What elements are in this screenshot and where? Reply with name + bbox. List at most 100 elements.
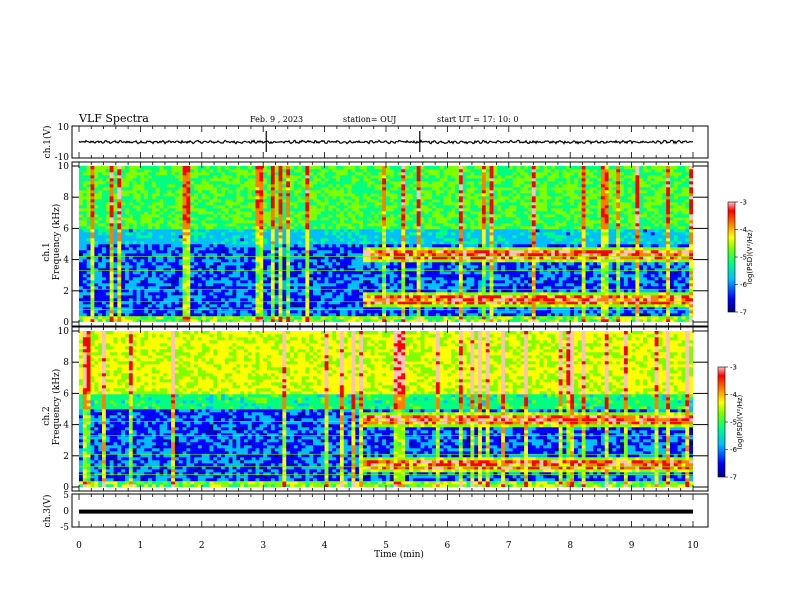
spectrogram-cell	[194, 241, 199, 245]
spectrogram-cell	[297, 187, 302, 191]
spectrogram-cell	[393, 298, 398, 302]
spectrogram-cell	[412, 262, 417, 266]
spectrogram-cell	[205, 226, 210, 230]
spectrogram-cell	[297, 298, 302, 302]
spectrogram-cell	[247, 250, 252, 254]
spectrogram-cell	[409, 304, 414, 308]
spectrogram-cell	[409, 241, 414, 245]
spectrogram-cell	[174, 274, 180, 278]
spectrogram-cell	[359, 190, 364, 194]
spectrogram-cell	[105, 319, 110, 322]
spectrogram-cell	[370, 277, 375, 281]
spectrogram-cell	[393, 274, 398, 278]
spectrogram-cell	[401, 181, 406, 185]
spectrogram-cell	[378, 265, 383, 269]
spectrogram-cell	[332, 253, 337, 257]
spectrogram-cell	[232, 268, 237, 272]
spectrogram-cell	[386, 184, 391, 188]
spectrogram-cell	[155, 304, 160, 308]
spectrogram-cell	[316, 295, 322, 299]
spectrogram-cell	[286, 298, 291, 302]
spectrogram-cell	[282, 271, 287, 275]
spectrogram-cell	[366, 244, 371, 248]
spectrogram-cell	[174, 244, 180, 248]
spectrogram-cell	[102, 298, 107, 302]
spectrogram-cell	[374, 271, 379, 275]
spectrogram-cell	[213, 214, 218, 218]
spectrogram-cell	[370, 205, 375, 209]
spectrogram-cell	[255, 208, 260, 212]
spectrogram-cell	[240, 250, 245, 254]
spectrogram-cell	[347, 310, 352, 314]
spectrogram-cell	[232, 304, 237, 308]
spectrogram-cell	[213, 256, 218, 260]
spectrogram-cell	[278, 316, 283, 320]
spectrogram-cell	[140, 304, 145, 308]
spectrogram-cell	[382, 307, 387, 311]
spectrogram-cell	[236, 196, 241, 200]
spectrogram-cell	[117, 226, 122, 230]
spectrogram-cell	[244, 175, 249, 179]
spectrogram-cell	[136, 241, 141, 245]
spectrogram-cell	[362, 253, 368, 257]
spectrogram-cell	[405, 211, 410, 215]
spectrogram-cell	[420, 262, 425, 266]
spectrogram-cell	[82, 238, 87, 242]
spectrogram-cell	[220, 193, 226, 197]
spectrogram-cell	[109, 298, 114, 302]
spectrogram-cell	[117, 247, 122, 251]
spectrogram-cell	[270, 196, 276, 200]
spectrogram-cell	[148, 289, 153, 293]
spectrogram-cell	[409, 208, 414, 212]
spectrogram-cell	[201, 190, 206, 194]
spectrogram-cell	[244, 268, 249, 272]
spectrogram-cell	[313, 241, 318, 245]
spectrogram-cell	[217, 280, 222, 284]
spectrogram-cell	[171, 244, 176, 248]
spectrogram-cell	[151, 247, 157, 251]
spectrogram-cell	[420, 166, 425, 170]
spectrogram-cell	[278, 172, 283, 176]
spectrogram-cell	[305, 232, 310, 236]
spectrogram-cell	[86, 223, 91, 227]
spectrogram-cell	[382, 298, 387, 302]
spectrogram-cell	[251, 304, 256, 308]
spectrogram-cell	[159, 274, 164, 278]
spectrogram-cell	[293, 199, 299, 203]
spectrogram-cell	[128, 181, 134, 185]
spectrogram-cell	[301, 184, 306, 188]
spectrogram-cell	[98, 205, 103, 209]
spectrogram-cell	[197, 184, 203, 188]
spectrogram-cell	[178, 283, 183, 287]
spectrogram-cell	[405, 289, 410, 293]
spectrogram-cell	[270, 211, 276, 215]
spectrogram-cell	[113, 241, 118, 245]
spectrogram-cell	[224, 220, 229, 224]
spectrogram-cell	[290, 232, 295, 236]
spectrogram-cell	[155, 247, 160, 251]
spectrogram-cell	[136, 277, 141, 281]
spectrogram-cell	[416, 295, 421, 299]
spectrogram-cell	[370, 280, 375, 284]
spectrogram-cell	[151, 253, 157, 257]
spectrogram-cell	[171, 220, 176, 224]
spectrogram-cell	[251, 190, 256, 194]
spectrogram-cell	[359, 184, 364, 188]
spectrogram-cell	[132, 289, 137, 293]
spectrogram-cell	[378, 238, 383, 242]
spectrogram-cell	[94, 265, 99, 269]
spectrogram-cell	[159, 223, 164, 227]
spectrogram-cell	[370, 184, 375, 188]
spectrogram-cell	[309, 181, 314, 185]
spectrogram-cell	[336, 289, 341, 293]
spectrogram-cell	[286, 295, 291, 299]
spectrogram-cell	[389, 310, 394, 314]
spectrogram-cell	[247, 319, 252, 322]
spectrogram-cell	[117, 169, 122, 173]
spectrogram-cell	[132, 196, 137, 200]
spectrogram-cell	[105, 286, 110, 290]
spectrogram-cell	[278, 307, 283, 311]
spectrogram-cell	[186, 247, 191, 251]
spectrogram-cell	[397, 214, 402, 218]
spectrogram-cell	[420, 241, 425, 245]
